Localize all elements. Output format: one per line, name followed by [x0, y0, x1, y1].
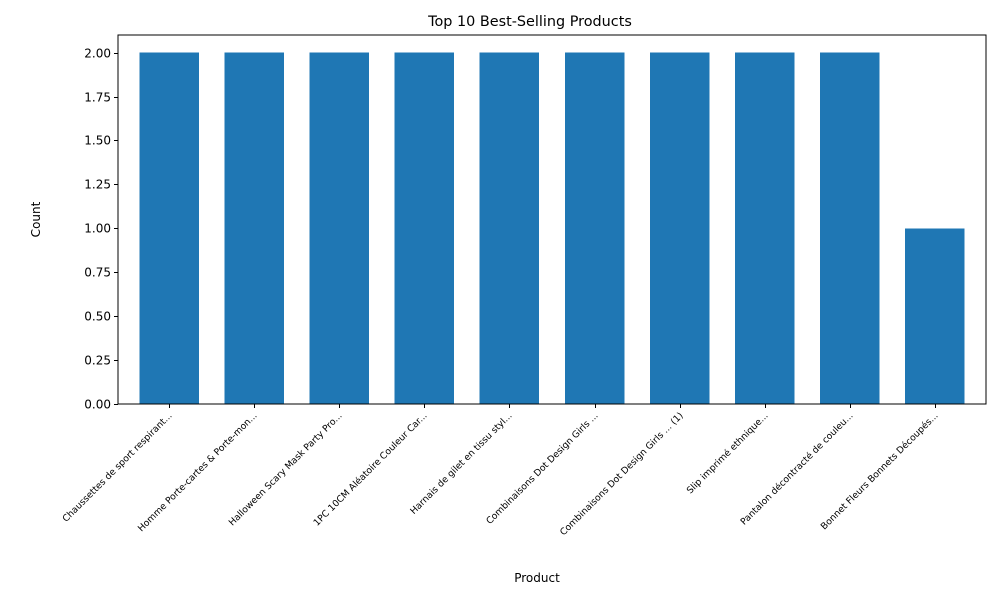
y-tick-label: 0.00 — [84, 398, 111, 412]
x-axis: Chaussettes de sport respirant...Homme P… — [60, 404, 941, 538]
plot-frame — [117, 34, 987, 405]
y-tick-label: 1.75 — [84, 91, 111, 105]
bar-6 — [564, 52, 625, 404]
bar-3 — [309, 52, 370, 404]
y-tick-label: 0.50 — [84, 310, 111, 324]
y-axis: 0.00 0.25 0.50 0.75 1.00 1.25 1.50 1.75 2.00 — [84, 47, 118, 412]
y-tick-label: 0.25 — [84, 354, 111, 368]
y-tick-label: 1.50 — [84, 134, 111, 148]
y-axis-label: Count — [29, 201, 43, 237]
y-tick-label: 0.75 — [84, 266, 111, 280]
bar-5 — [479, 52, 540, 404]
bar-2 — [224, 52, 284, 404]
x-tick-label: Harnais de gilet en tissu styl... — [408, 410, 514, 516]
bars-group — [139, 52, 965, 404]
y-tick-label: 2.00 — [84, 47, 111, 61]
bar-7 — [649, 52, 710, 404]
bar-4 — [394, 52, 455, 404]
bar-9 — [820, 52, 880, 404]
y-tick-label: 1.25 — [84, 178, 111, 192]
y-tick-label: 1.00 — [84, 222, 111, 236]
chart-title: Top 10 Best-Selling Products — [427, 14, 632, 30]
bar-1 — [139, 52, 199, 404]
x-axis-label: Product — [514, 571, 560, 585]
bar-10 — [905, 228, 965, 404]
bar-8 — [734, 52, 795, 404]
x-tick-label: Slip imprimé ethnique... — [685, 410, 771, 496]
